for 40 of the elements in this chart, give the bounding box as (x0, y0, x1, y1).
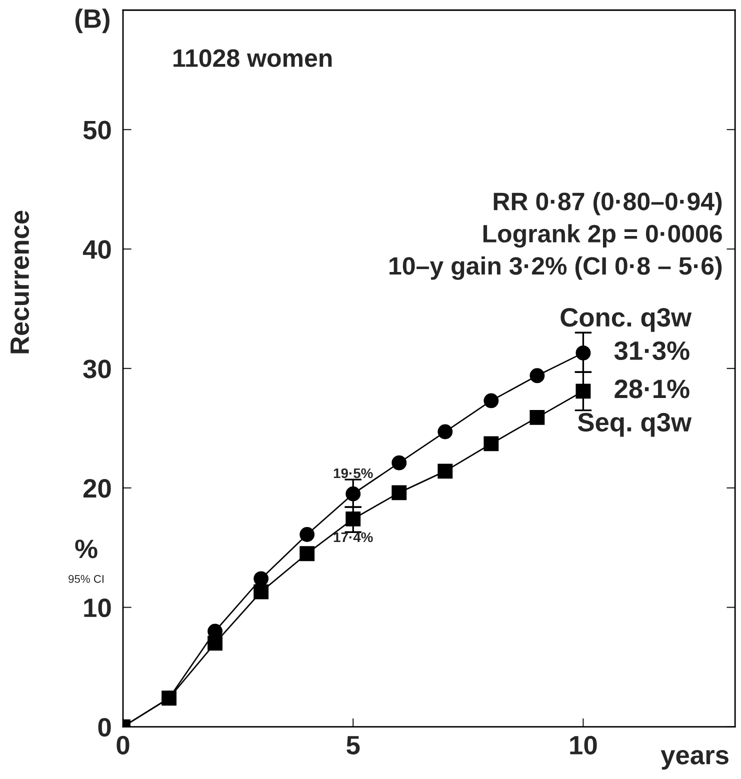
point (530, 410, 545, 425)
series-label: Seq. q3w (578, 412, 692, 437)
y-tick-label: 20 (83, 479, 111, 498)
y-tick-label: 10 (84, 598, 111, 618)
x-axis-title: years (660, 750, 728, 770)
data-label: 31·3% (614, 341, 690, 360)
point (392, 455, 407, 470)
annotation: RR 0·87 (0·80–0·94) (494, 192, 722, 216)
text: % (75, 540, 98, 558)
point (576, 384, 591, 399)
point (392, 485, 407, 500)
x-tick-label: 0 (116, 736, 130, 755)
data-label: 19·5% (334, 468, 373, 478)
point (484, 393, 499, 408)
annotation: 10–y gain 3·2% (CI 0·8 – 5·6) (390, 256, 722, 280)
point (254, 571, 269, 586)
point (254, 584, 269, 600)
series-label: Conc. q3w (560, 308, 692, 332)
y-axis-title: Recurrence (10, 210, 30, 354)
y-tick-label: 50 (83, 120, 111, 140)
x-tick-label: 10 (570, 736, 597, 755)
point (484, 436, 499, 452)
point (300, 527, 315, 542)
point (300, 546, 315, 562)
data-label: 17·4% (334, 532, 373, 542)
y-tick-label: 0 (98, 718, 111, 737)
x-tick-label: 5 (346, 736, 360, 755)
point (438, 464, 453, 479)
text: 95% CI (68, 575, 104, 583)
point (438, 424, 453, 440)
point (162, 690, 176, 706)
point (208, 636, 223, 651)
point (346, 512, 361, 526)
y-tick-label: 40 (82, 240, 111, 259)
data-label: 28·1% (614, 380, 690, 398)
point (530, 368, 545, 384)
text: (B) (75, 8, 110, 34)
annotation: 11028 women (174, 49, 332, 68)
annotation: Logrank 2p = 0·0006 (483, 224, 722, 248)
y-tick-label: 30 (83, 360, 111, 378)
